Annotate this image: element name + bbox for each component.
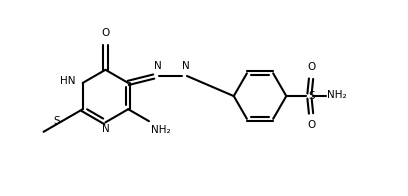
Text: N: N: [182, 61, 189, 71]
Text: N: N: [154, 61, 162, 71]
Text: O: O: [101, 28, 110, 38]
Text: NH₂: NH₂: [151, 125, 171, 135]
Text: S: S: [53, 116, 60, 126]
Text: HN: HN: [60, 76, 76, 86]
Text: S: S: [308, 91, 315, 101]
Text: N: N: [102, 123, 109, 133]
Text: NH₂: NH₂: [327, 90, 347, 100]
Text: O: O: [307, 63, 315, 73]
Text: O: O: [307, 120, 315, 130]
